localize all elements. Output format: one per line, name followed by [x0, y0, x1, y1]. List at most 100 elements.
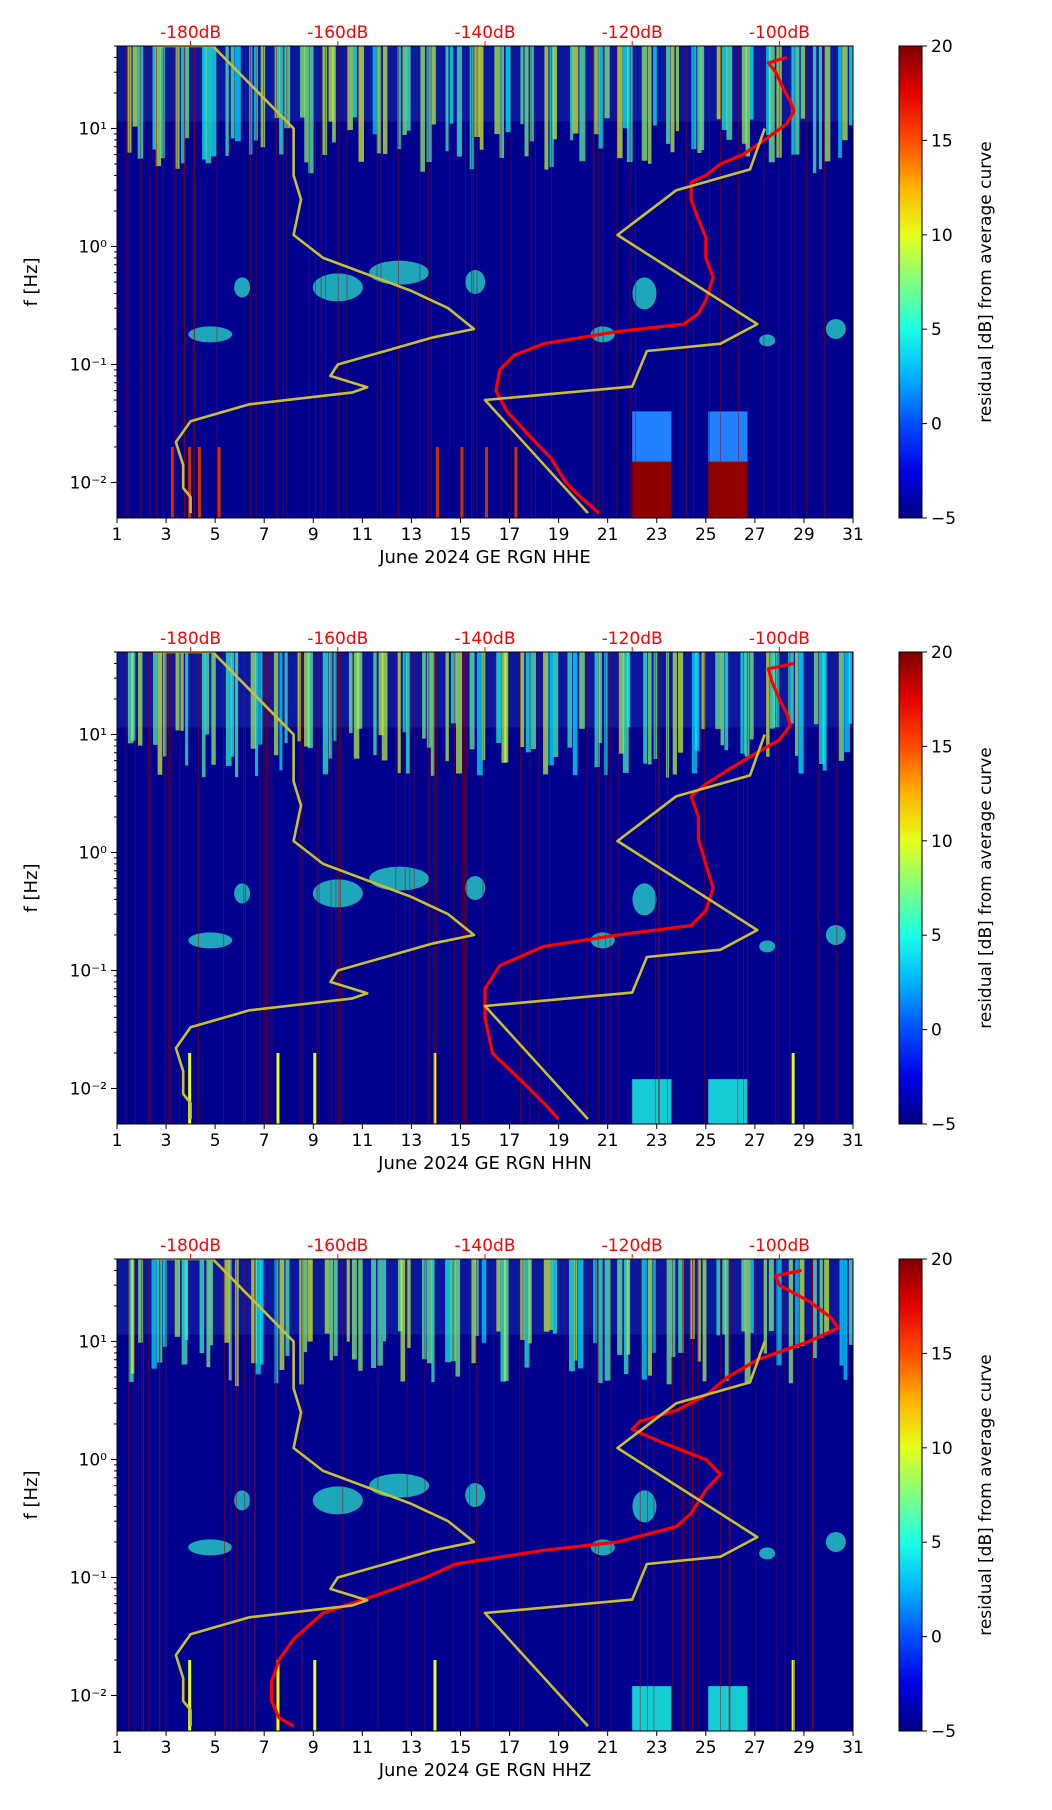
- x-tick-label: 3: [161, 1131, 172, 1151]
- colorbar-tick-label: 15: [931, 737, 953, 757]
- noise-stripe: [279, 652, 283, 771]
- noise-stripe: [255, 1259, 261, 1375]
- noise-stripe: [749, 46, 754, 120]
- microseism-blob: [234, 1490, 251, 1511]
- noise-stripe: [230, 46, 235, 139]
- noise-stripe: [839, 1259, 844, 1366]
- noise-stripe: [274, 1259, 279, 1384]
- noise-stripe: [819, 652, 825, 764]
- noise-stripe: [572, 46, 579, 134]
- noise-stripe: [138, 652, 143, 746]
- x-tick-label: 7: [259, 1738, 270, 1758]
- noise-stripe: [496, 1259, 501, 1332]
- x-tick-label: 1: [112, 1738, 123, 1758]
- event-line: [188, 1052, 192, 1124]
- noise-stripe: [568, 1259, 575, 1372]
- noise-stripe: [201, 652, 206, 778]
- microseism-blob: [632, 277, 657, 310]
- x-tick-label: 5: [210, 1738, 221, 1758]
- noise-stripe: [279, 1259, 285, 1371]
- noise-stripe: [284, 652, 288, 744]
- noise-stripe: [235, 652, 239, 778]
- noise-stripe: [697, 1259, 701, 1362]
- psd-curve-red: [494, 55, 796, 515]
- noise-stripe: [552, 46, 557, 140]
- event-line: [313, 1659, 317, 1731]
- noise-stripe: [795, 1259, 800, 1349]
- top-tick-label: -120dB: [602, 629, 663, 649]
- noise-stripe: [543, 652, 549, 775]
- noise-stripe: [162, 1259, 167, 1347]
- noise-stripe: [138, 1259, 144, 1343]
- y-tick-label: 10⁻¹: [70, 1568, 107, 1588]
- noise-stripe: [567, 652, 573, 748]
- noise-model-curve: [483, 1341, 766, 1727]
- colorbar-tick-label: 5: [931, 320, 942, 340]
- noise-stripe: [372, 46, 379, 135]
- noise-stripe: [647, 46, 652, 164]
- noise-stripe: [570, 46, 574, 141]
- top-tick-label: -180dB: [160, 629, 221, 649]
- x-tick-label: 9: [308, 525, 319, 545]
- noise-stripe: [225, 652, 232, 766]
- noise-stripe: [677, 652, 684, 753]
- top-tick-label: -180dB: [160, 23, 221, 43]
- noise-stripe: [469, 46, 475, 170]
- noise-stripe: [397, 1259, 403, 1332]
- noise-stripe: [151, 1259, 157, 1369]
- noise-stripe: [397, 652, 401, 774]
- noise-stripe: [184, 1259, 189, 1340]
- noise-stripe: [225, 46, 229, 156]
- microseism-blob: [234, 883, 251, 904]
- noise-stripe: [529, 46, 534, 142]
- x-axis-label: June 2024 GE RGN HHE: [378, 547, 591, 568]
- x-tick-label: 29: [793, 1738, 815, 1758]
- noise-stripe: [352, 46, 357, 118]
- noise-stripe: [406, 46, 411, 131]
- noise-stripe: [548, 652, 554, 766]
- colorbar-tick-label: 10: [931, 832, 953, 852]
- x-tick-label: 11: [352, 1738, 374, 1758]
- noise-stripe: [406, 1259, 411, 1348]
- event-line: [433, 1052, 437, 1124]
- y-tick-label: 10¹: [79, 725, 107, 745]
- noise-stripe: [813, 1259, 817, 1359]
- noise-stripe: [449, 46, 454, 124]
- noise-stripe: [254, 652, 259, 777]
- noise-stripe: [618, 652, 625, 754]
- noise-stripe: [406, 652, 411, 774]
- noise-stripe: [230, 652, 235, 757]
- x-tick-label: 19: [548, 1738, 570, 1758]
- noise-stripe: [373, 652, 377, 756]
- noise-stripe: [741, 1259, 746, 1332]
- noise-stripe: [671, 1259, 676, 1358]
- noise-stripe: [795, 652, 799, 756]
- noise-stripe: [307, 1259, 313, 1342]
- noise-stripe: [273, 652, 279, 756]
- microseism-blob: [312, 1486, 363, 1515]
- noise-stripe: [181, 1259, 188, 1365]
- noise-stripe: [445, 1259, 451, 1363]
- y-tick-label: 10⁰: [79, 1450, 108, 1470]
- colorbar-tick-label: −5: [931, 1115, 956, 1135]
- noise-stripe: [376, 46, 382, 154]
- x-tick-label: 23: [646, 1131, 668, 1151]
- noise-stripe: [180, 652, 184, 731]
- noise-stripe: [788, 1259, 793, 1384]
- microseism-blob: [465, 270, 486, 294]
- noise-stripe: [543, 1259, 550, 1332]
- colorbar-tick-label: −5: [931, 1722, 956, 1742]
- low-frequency-block: [632, 461, 672, 518]
- noise-stripe: [697, 46, 702, 154]
- colorbar-tick-label: −5: [931, 509, 956, 529]
- noise-model-curve: [483, 734, 766, 1120]
- noise-stripe: [691, 652, 698, 774]
- noise-stripe: [525, 652, 532, 753]
- noise-stripe: [152, 46, 157, 150]
- noise-stripe: [426, 46, 433, 163]
- microseism-blob: [369, 260, 430, 285]
- noise-stripe: [308, 46, 314, 174]
